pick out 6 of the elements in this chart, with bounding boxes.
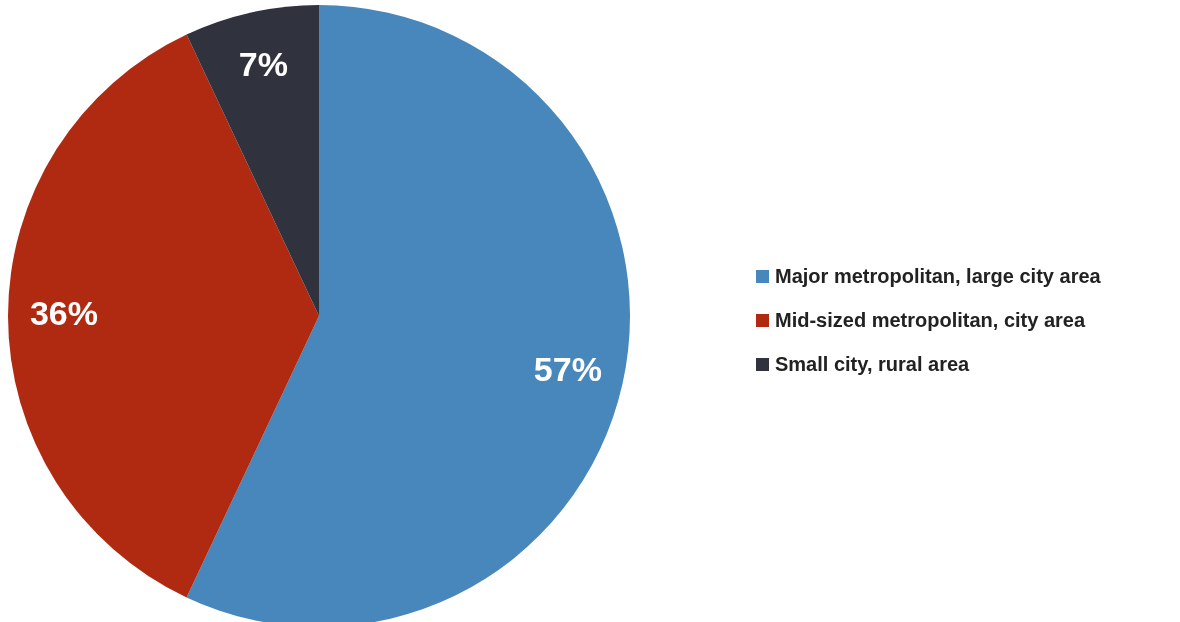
data-label: 7% (238, 45, 288, 84)
legend-label: Mid-sized metropolitan, city area (775, 309, 1086, 332)
legend-label: Small city, rural area (775, 353, 970, 376)
legend-label: Major metropolitan, large city area (775, 265, 1101, 288)
data-label: 57% (533, 350, 602, 389)
data-label: 36% (29, 294, 99, 333)
